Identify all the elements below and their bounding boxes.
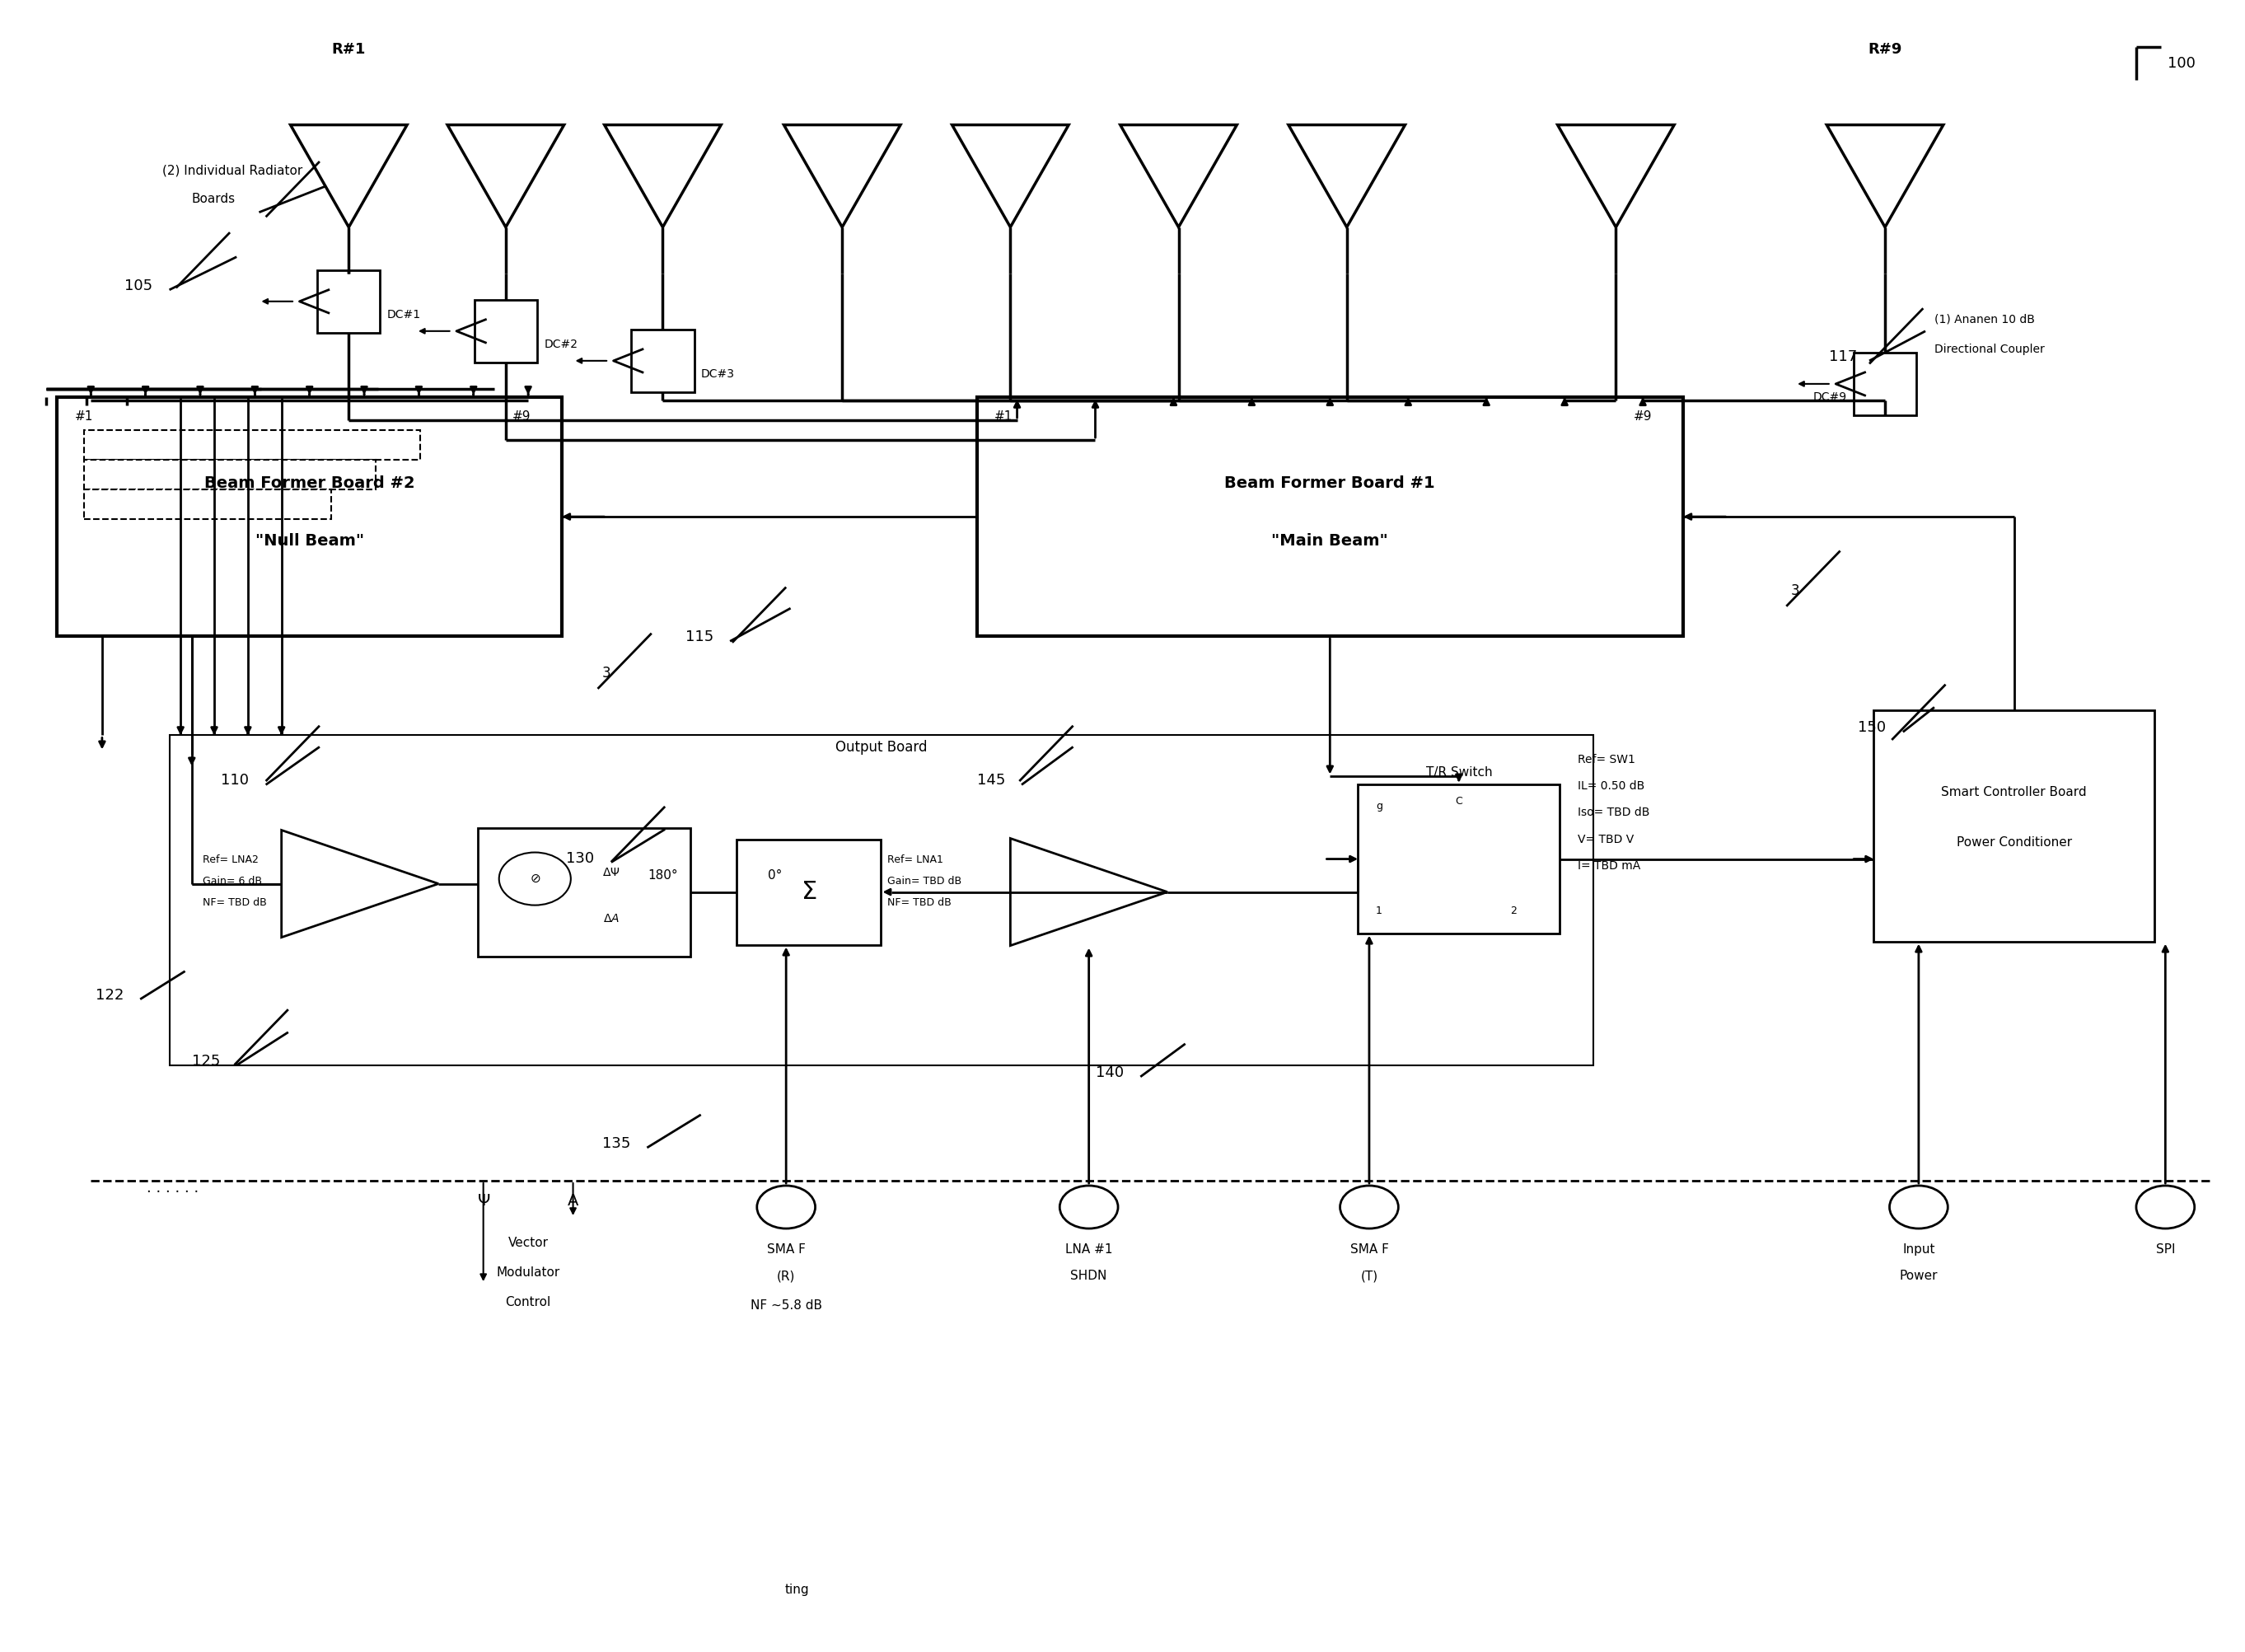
Bar [56, 396, 561, 636]
Text: #9: #9 [512, 410, 532, 423]
Text: 140: 140 [1096, 1066, 1125, 1080]
Text: (1) Ananen 10 dB: (1) Ananen 10 dB [1935, 314, 2034, 325]
Bar [474, 299, 537, 362]
Text: DC#3: DC#3 [700, 368, 734, 380]
Text: T/R Switch: T/R Switch [1426, 767, 1493, 780]
Bar [631, 329, 694, 392]
Bar [1875, 710, 2155, 942]
Text: SHDN: SHDN [1071, 1270, 1107, 1282]
Text: 105: 105 [123, 278, 153, 292]
Text: Directional Coupler: Directional Coupler [1935, 344, 2045, 355]
Text: #9: #9 [1634, 410, 1652, 423]
Text: Power: Power [1899, 1270, 1937, 1282]
Text: DC#2: DC#2 [543, 339, 577, 350]
Text: 0°: 0° [768, 869, 781, 881]
Text: DC#1: DC#1 [386, 309, 420, 320]
Text: Ref= LNA1: Ref= LNA1 [887, 854, 943, 864]
Text: 117: 117 [1830, 349, 1857, 363]
Text: (R): (R) [777, 1270, 795, 1282]
Text: R#1: R#1 [332, 43, 366, 58]
Text: (2) Individual Radiator: (2) Individual Radiator [162, 165, 303, 177]
Text: Gain= 6 dB: Gain= 6 dB [202, 876, 263, 885]
Text: Input: Input [1902, 1244, 1935, 1256]
Bar [736, 839, 880, 945]
Text: . . . . . .: . . . . . . [146, 1181, 200, 1196]
Text: Ref= LNA2: Ref= LNA2 [202, 854, 258, 864]
Text: Power Conditioner: Power Conditioner [1955, 836, 2072, 847]
Bar [168, 735, 1594, 1066]
Text: Vector: Vector [507, 1237, 548, 1249]
Text: 122: 122 [94, 988, 123, 1003]
Bar [1854, 352, 1917, 415]
Text: 115: 115 [685, 629, 714, 644]
Text: $\oslash$: $\oslash$ [530, 872, 541, 885]
Text: $\Psi$: $\Psi$ [476, 1193, 489, 1209]
Bar [83, 430, 420, 459]
Text: 130: 130 [566, 851, 595, 866]
Text: DC#9: DC#9 [1814, 392, 1848, 403]
Bar [83, 459, 375, 489]
Text: $\Delta A$: $\Delta A$ [604, 912, 620, 923]
Text: g: g [1376, 801, 1383, 813]
Text: I= TBD mA: I= TBD mA [1578, 859, 1641, 871]
Text: NF= TBD dB: NF= TBD dB [887, 897, 952, 907]
Text: Output Board: Output Board [835, 740, 927, 755]
Text: NF ~5.8 dB: NF ~5.8 dB [750, 1300, 822, 1312]
Text: LNA #1: LNA #1 [1064, 1244, 1114, 1256]
Text: Gain= TBD dB: Gain= TBD dB [887, 876, 961, 885]
Text: "Main Beam": "Main Beam" [1271, 534, 1387, 548]
Text: SMA F: SMA F [768, 1244, 806, 1256]
Text: 3: 3 [602, 666, 611, 681]
Text: Boards: Boards [191, 193, 236, 205]
Text: Iso= TBD dB: Iso= TBD dB [1578, 808, 1650, 819]
Text: ting: ting [786, 1583, 810, 1596]
Text: R#9: R#9 [1868, 43, 1902, 58]
Text: Modulator: Modulator [496, 1267, 559, 1279]
Text: Smart Controller Board: Smart Controller Board [1942, 786, 2088, 800]
Bar [1358, 785, 1560, 933]
Text: Control: Control [505, 1297, 550, 1308]
Bar [478, 828, 691, 957]
Text: 125: 125 [191, 1054, 220, 1069]
Text: 110: 110 [220, 773, 249, 788]
Text: V= TBD V: V= TBD V [1578, 833, 1634, 844]
Text: 3: 3 [1792, 583, 1800, 598]
Text: Ref= SW1: Ref= SW1 [1578, 755, 1634, 767]
Bar [83, 489, 330, 519]
Text: A: A [568, 1193, 579, 1209]
Text: Beam Former Board #2: Beam Former Board #2 [204, 476, 415, 491]
Text: 135: 135 [602, 1137, 631, 1151]
Bar [977, 396, 1684, 636]
Text: Beam Former Board #1: Beam Former Board #1 [1226, 476, 1435, 491]
Text: SMA F: SMA F [1349, 1244, 1387, 1256]
Text: 1: 1 [1376, 905, 1383, 915]
Text: 100: 100 [2169, 56, 2196, 71]
Text: $\Delta\Psi$: $\Delta\Psi$ [602, 866, 620, 877]
Bar [317, 269, 379, 332]
Text: 150: 150 [1859, 720, 1886, 735]
Text: 145: 145 [977, 773, 1006, 788]
Text: (T): (T) [1360, 1270, 1378, 1282]
Text: "Null Beam": "Null Beam" [256, 534, 364, 548]
Text: #1: #1 [74, 410, 94, 423]
Text: IL= 0.50 dB: IL= 0.50 dB [1578, 781, 1646, 793]
Text: SPI: SPI [2155, 1244, 2175, 1256]
Text: NF= TBD dB: NF= TBD dB [202, 897, 267, 907]
Text: #1: #1 [995, 410, 1012, 423]
Text: $\Sigma$: $\Sigma$ [801, 881, 817, 904]
Text: C: C [1455, 796, 1461, 808]
Text: 180°: 180° [647, 869, 678, 881]
Text: 2: 2 [1511, 905, 1518, 915]
